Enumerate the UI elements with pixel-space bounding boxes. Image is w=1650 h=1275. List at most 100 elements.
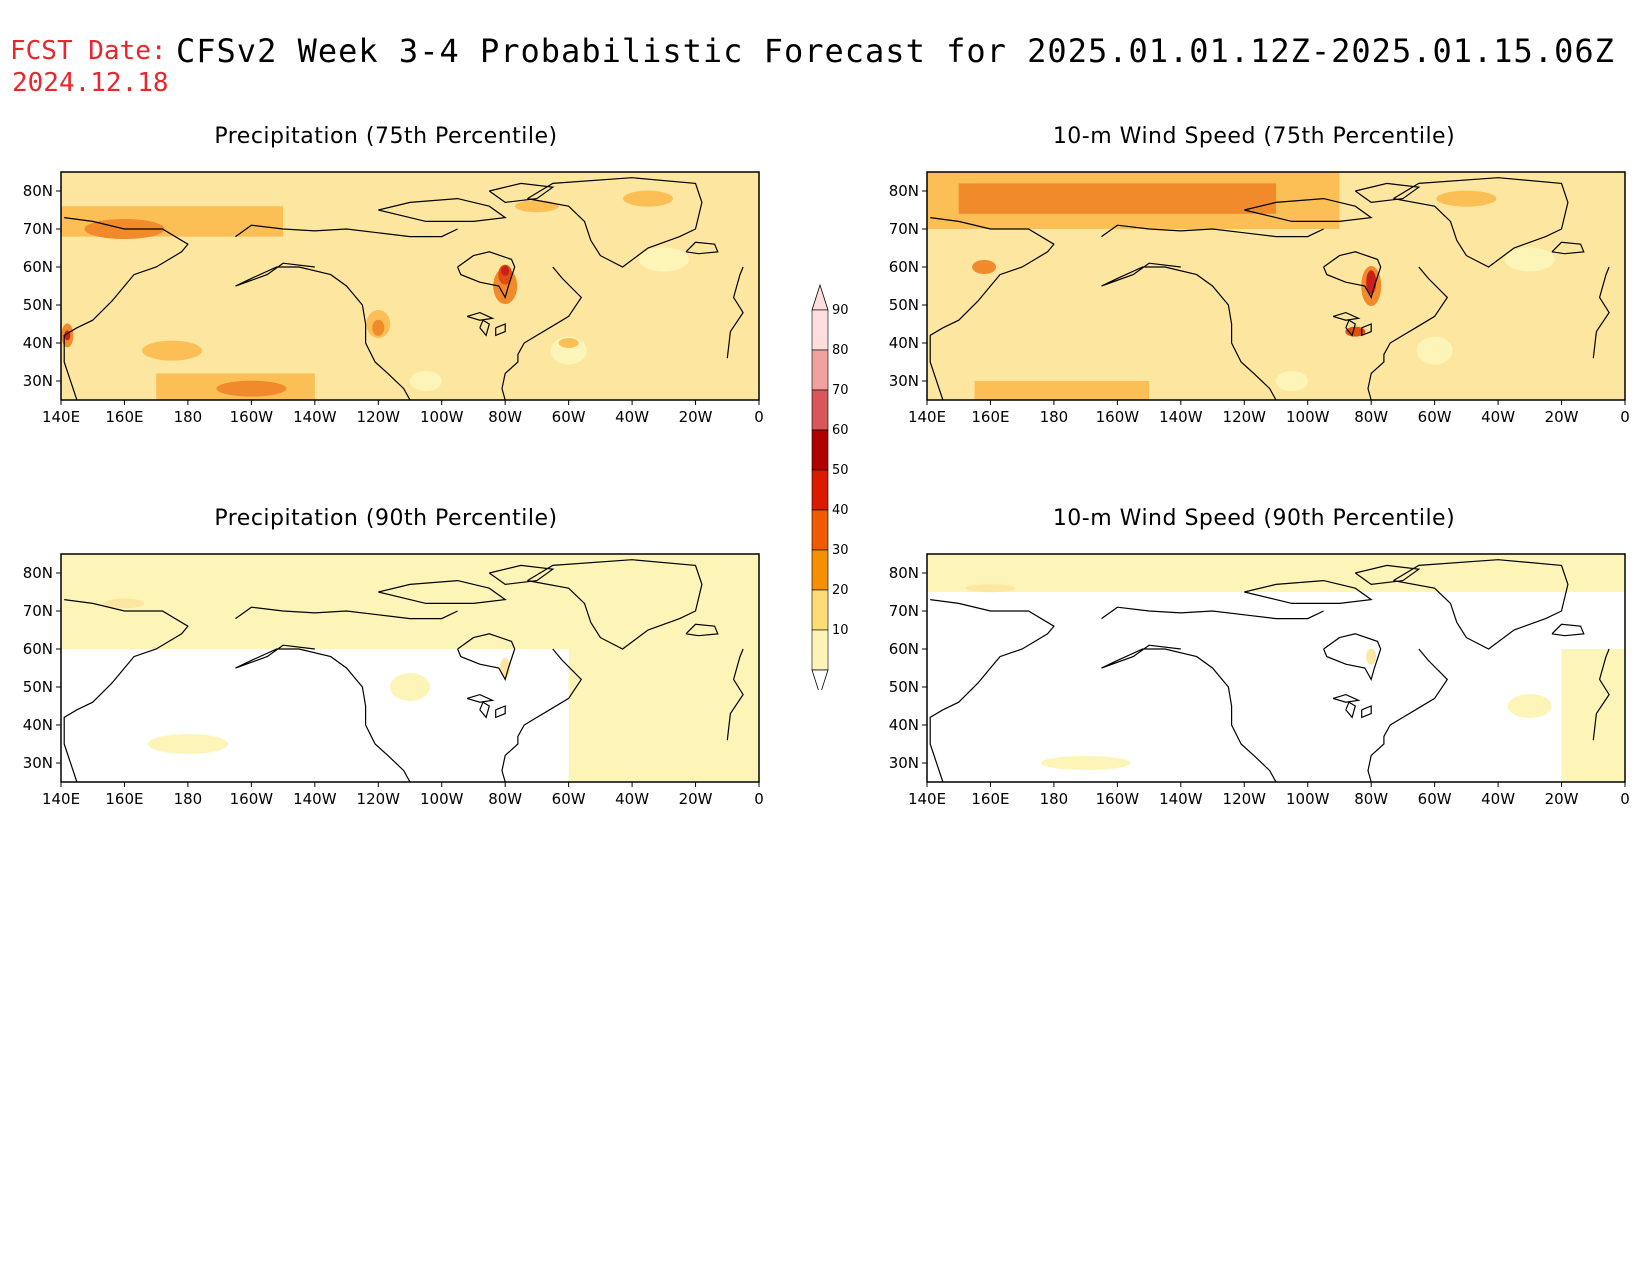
- shade-40: [372, 319, 385, 336]
- lat-label: 50N: [889, 678, 919, 696]
- coastline: [466, 311, 495, 321]
- forecast-date-value: 2024.12.18: [12, 68, 169, 98]
- coastline: [1244, 197, 1373, 222]
- coastline: [479, 701, 491, 719]
- panel-title-wind-75: 10-m Wind Speed (75th Percentile): [1052, 124, 1456, 149]
- colorbar-label: 10: [832, 623, 849, 638]
- shade-10: [1275, 371, 1308, 391]
- shade-30: [558, 338, 579, 348]
- lat-label: 70N: [889, 602, 919, 620]
- coastline: [726, 266, 744, 359]
- coastline: [235, 606, 458, 620]
- shade-10: [927, 554, 1625, 592]
- lat-label: 30N: [889, 372, 919, 390]
- shade-30: [514, 200, 559, 213]
- colorbar-swatch: [811, 589, 829, 631]
- lon-label: 40W: [615, 790, 649, 808]
- lon-label: 140W: [1159, 408, 1203, 426]
- coastline: [1244, 579, 1373, 604]
- coastline: [1367, 266, 1449, 400]
- coastline-layer: [929, 177, 1610, 400]
- coastline: [466, 693, 495, 703]
- colorbar-swatch: [811, 349, 829, 391]
- map-panel-precip-75: 140E 160E 180 160W 140W 120W 100W 80W 60W 40W 20W 0…: [23, 171, 764, 426]
- lat-label: 70N: [23, 220, 53, 238]
- lat-label: 80N: [23, 182, 53, 200]
- coastline: [235, 224, 458, 238]
- shading-layer: [927, 172, 1625, 400]
- coastline: [685, 623, 719, 637]
- coastline: [1393, 177, 1569, 268]
- map-panel-wind-75: 140E 160E 180 160W 140W 120W 100W 80W 60W 40W 20W 0…: [889, 171, 1630, 426]
- lon-label: 80W: [1354, 790, 1388, 808]
- lon-label: 180: [1040, 790, 1069, 808]
- panel-title-wind-90: 10-m Wind Speed (90th Percentile): [1052, 506, 1456, 531]
- lon-label: 100W: [420, 408, 464, 426]
- lon-label: 180: [1040, 408, 1069, 426]
- lat-label: 40N: [23, 716, 53, 734]
- shade-10: [1416, 336, 1453, 365]
- coastline: [479, 319, 491, 337]
- lon-label: 140E: [908, 790, 946, 808]
- coastline: [1101, 262, 1277, 400]
- lon-label: 60W: [552, 408, 586, 426]
- shade-10: [390, 673, 430, 701]
- shade-10: [61, 554, 759, 649]
- lat-label: 30N: [23, 372, 53, 390]
- coastline: [1592, 266, 1610, 359]
- lon-label: 80W: [1354, 408, 1388, 426]
- lon-label: 100W: [1286, 408, 1330, 426]
- coastline: [235, 262, 411, 400]
- coastline-layer: [63, 559, 744, 782]
- lon-label: 160E: [971, 408, 1009, 426]
- colorbar-label: 80: [832, 343, 849, 358]
- coastline: [1354, 182, 1421, 204]
- coastline: [1345, 701, 1357, 719]
- shade-10: [1507, 694, 1552, 718]
- lat-label: 40N: [889, 334, 919, 352]
- lon-label: 160E: [105, 790, 143, 808]
- lon-label: 40W: [1481, 790, 1515, 808]
- colorbar-label: 20: [832, 583, 849, 598]
- coastline: [1551, 623, 1585, 637]
- coastline: [527, 177, 703, 268]
- lon-label: 60W: [1418, 790, 1452, 808]
- shading-layer: [61, 172, 759, 400]
- lon-label: 140E: [42, 408, 80, 426]
- lat-label: 60N: [23, 640, 53, 658]
- lon-label: 160E: [105, 408, 143, 426]
- coastline: [488, 564, 555, 586]
- lon-label: 20W: [1545, 790, 1579, 808]
- lat-label: 40N: [889, 716, 919, 734]
- lon-label: 80W: [488, 790, 522, 808]
- coastline: [685, 241, 719, 255]
- shading-layer: [61, 554, 759, 782]
- shade-40: [972, 260, 997, 274]
- panel-title-precip-75: Precipitation (75th Percentile): [214, 124, 558, 149]
- forecast-date-label: FCST Date:: [10, 36, 167, 66]
- coastline: [457, 633, 516, 681]
- lon-label: 100W: [1286, 790, 1330, 808]
- lat-label: 70N: [23, 602, 53, 620]
- lat-label: 30N: [889, 754, 919, 772]
- shade-10: [1040, 756, 1131, 770]
- lon-label: 180: [174, 408, 203, 426]
- lon-label: 0: [1620, 408, 1630, 426]
- coastline: [495, 323, 506, 337]
- colorbar-label: 40: [832, 503, 849, 518]
- coastline: [495, 705, 506, 719]
- lon-label: 20W: [679, 408, 713, 426]
- shade-60: [501, 265, 510, 276]
- coastline: [501, 648, 583, 782]
- map-panel-wind-90: 140E 160E 180 160W 140W 120W 100W 80W 60W 40W 20W 0…: [889, 553, 1630, 808]
- lat-label: 60N: [889, 640, 919, 658]
- lon-label: 160W: [230, 408, 274, 426]
- shade-10: [568, 649, 759, 782]
- colorbar-swatch: [811, 429, 829, 471]
- coastline-layer: [63, 177, 744, 400]
- shade-30: [1436, 190, 1497, 207]
- coastline: [527, 559, 703, 650]
- shade-10: [1561, 649, 1625, 782]
- page-title: CFSv2 Week 3-4 Probabilistic Forecast fo…: [176, 32, 1615, 70]
- coastline: [1101, 644, 1277, 782]
